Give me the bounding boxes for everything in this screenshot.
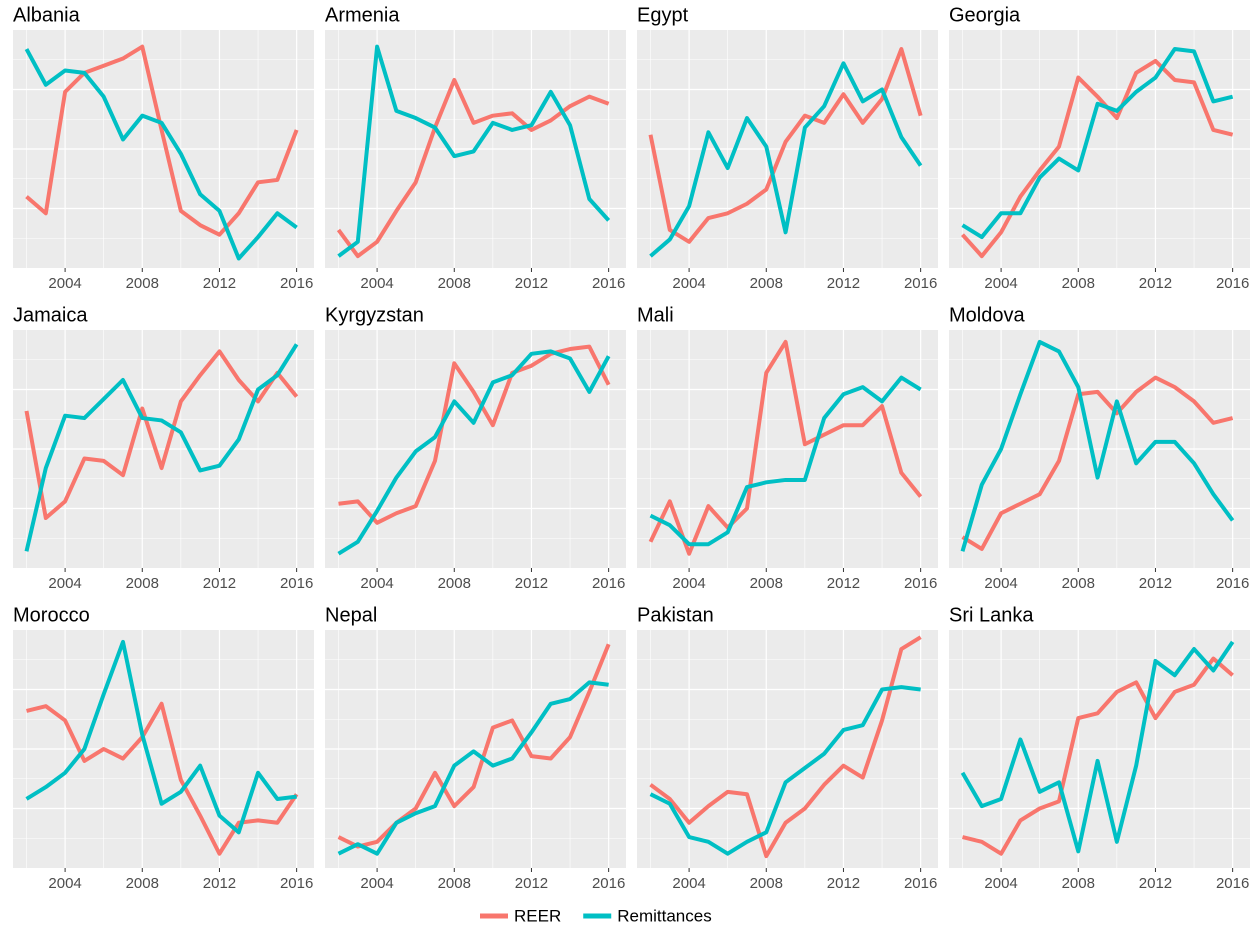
line-series [962, 656, 1234, 856]
line-series [649, 375, 922, 547]
x-tick-label: 2008 [126, 275, 159, 292]
x-tick-label: 2008 [438, 275, 471, 292]
line-series [960, 640, 1235, 854]
x-tick-label: 2004 [48, 575, 81, 592]
panel-title: Morocco [13, 604, 90, 626]
panel-title: Jamaica [13, 304, 88, 326]
x-tick-label: 2012 [203, 575, 236, 592]
x-tick-label: 2004 [984, 275, 1017, 292]
x-tick-label: 2008 [750, 275, 783, 292]
panel-title: Kyrgyzstan [325, 304, 424, 326]
panel-title: Egypt [637, 4, 689, 26]
x-tick-label: 2012 [515, 275, 548, 292]
x-tick-label: 2016 [904, 275, 937, 292]
line-series [24, 349, 299, 521]
x-tick-label: 2004 [984, 575, 1017, 592]
x-tick-label: 2008 [1062, 275, 1095, 292]
x-tick-label: 2008 [750, 575, 783, 592]
panel-title: Nepal [325, 604, 377, 626]
line-series [648, 339, 923, 556]
x-tick-label: 2004 [984, 875, 1017, 892]
x-tick-label: 2016 [280, 275, 313, 292]
x-tick-label: 2016 [904, 575, 937, 592]
line-series [649, 61, 923, 258]
x-tick-label: 2004 [672, 875, 705, 892]
x-tick-label: 2012 [1139, 875, 1172, 892]
line-series [961, 58, 1234, 259]
panel-title: Albania [13, 4, 81, 26]
line-series [24, 48, 298, 261]
x-tick-label: 2016 [280, 875, 313, 892]
x-tick-label: 2008 [438, 575, 471, 592]
x-tick-label: 2008 [438, 875, 471, 892]
line-series [26, 701, 299, 856]
line-series [338, 344, 611, 525]
x-tick-label: 2012 [515, 875, 548, 892]
x-tick-label: 2016 [280, 575, 313, 592]
line-series [337, 680, 609, 856]
line-series [337, 349, 611, 556]
x-tick-label: 2016 [904, 875, 937, 892]
x-tick-label: 2012 [515, 575, 548, 592]
x-tick-label: 2004 [360, 875, 393, 892]
x-tick-label: 2004 [672, 275, 705, 292]
panel-title: Sri Lanka [949, 604, 1034, 626]
panel-title: Georgia [949, 4, 1021, 26]
x-tick-label: 2012 [827, 875, 860, 892]
x-tick-label: 2004 [360, 275, 393, 292]
x-tick-label: 2008 [1062, 575, 1095, 592]
panel-title: Moldova [949, 304, 1025, 326]
x-tick-label: 2008 [126, 875, 159, 892]
line-series [25, 639, 297, 835]
line-series [24, 343, 299, 552]
x-tick-label: 2012 [203, 875, 236, 892]
x-tick-label: 2016 [592, 875, 625, 892]
legend-label: REER [514, 906, 561, 925]
x-tick-label: 2016 [1216, 275, 1249, 292]
x-tick-label: 2012 [827, 575, 860, 592]
legend-label: Remittances [617, 906, 711, 925]
line-series [961, 47, 1234, 240]
x-tick-label: 2008 [126, 575, 159, 592]
panel-title: Armenia [325, 4, 400, 26]
x-tick-label: 2016 [1216, 575, 1249, 592]
line-series [961, 375, 1234, 551]
line-series [648, 47, 923, 244]
line-series [649, 685, 921, 856]
x-tick-label: 2008 [750, 875, 783, 892]
x-tick-label: 2004 [360, 575, 393, 592]
x-tick-label: 2012 [1139, 575, 1172, 592]
x-tick-label: 2016 [592, 275, 625, 292]
x-tick-label: 2004 [672, 575, 705, 592]
x-tick-label: 2016 [1216, 875, 1249, 892]
x-tick-label: 2004 [48, 275, 81, 292]
line-series [337, 44, 611, 258]
line-series [337, 643, 611, 849]
x-tick-label: 2012 [1139, 275, 1172, 292]
x-tick-label: 2012 [203, 275, 236, 292]
line-series [649, 635, 922, 859]
line-series [25, 44, 299, 237]
x-tick-label: 2012 [827, 275, 860, 292]
panel-title: Pakistan [637, 604, 714, 626]
line-series [960, 339, 1235, 552]
panel-title: Mali [637, 304, 674, 326]
x-tick-label: 2016 [592, 575, 625, 592]
x-tick-label: 2004 [48, 875, 81, 892]
x-tick-label: 2008 [1062, 875, 1095, 892]
